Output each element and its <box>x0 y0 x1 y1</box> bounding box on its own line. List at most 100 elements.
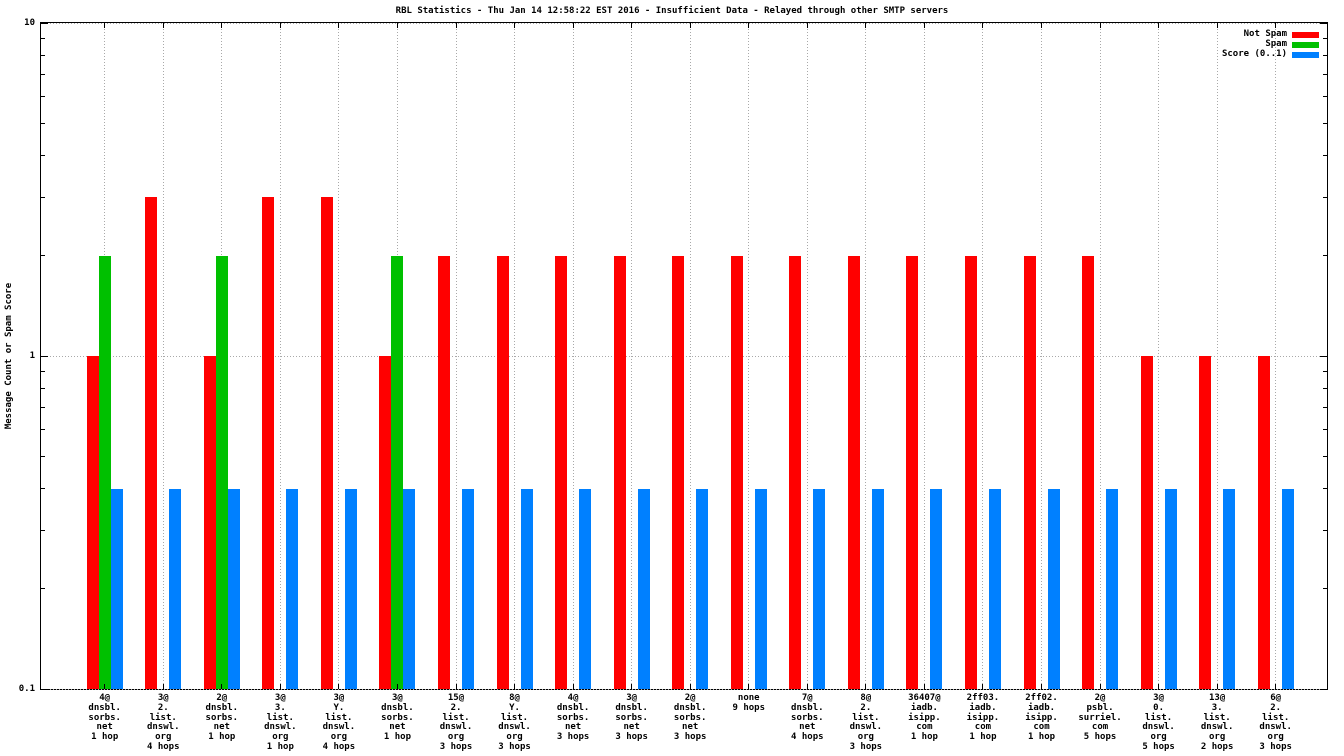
x-axis-tick <box>455 23 457 28</box>
x-category-label: 7@ dnsbl. sorbs. net 4 hops <box>778 693 836 743</box>
x-category-label-line: 3 hops <box>556 732 590 743</box>
x-category-label-line: 1 hop <box>969 732 997 743</box>
x-category-label-line: Y. <box>333 702 345 713</box>
legend-item: Spam <box>1265 40 1319 49</box>
bar-not-spam <box>964 255 977 689</box>
x-axis-tick <box>923 684 925 689</box>
y-axis-tick <box>41 155 45 156</box>
x-axis-tick <box>631 23 633 28</box>
x-axis-tick <box>279 23 281 28</box>
bar-not-spam <box>730 255 743 689</box>
x-category-label: 2@ dnsbl. sorbs. net 3 hops <box>661 693 719 743</box>
x-category-label-line: 1 hop <box>91 732 119 743</box>
x-category-label-line: 1 hop <box>266 741 294 752</box>
x-axis-tick <box>514 684 516 689</box>
x-category-label-line: 2ff02. <box>1025 693 1058 703</box>
x-category-label-line: sorbs. <box>381 712 414 723</box>
x-axis-tick <box>572 684 574 689</box>
x-category-label: 3@ dnsbl. sorbs. net 1 hop <box>368 693 426 743</box>
chart-title: RBL Statistics - Thu Jan 14 12:58:22 EST… <box>395 6 949 16</box>
x-category-label: 4@ dnsbl. sorbs. net 3 hops <box>544 693 602 743</box>
x-category-label-line: iadb. <box>1027 702 1056 713</box>
x-category-label-line: net <box>96 722 113 733</box>
x-category-label-line: 4 hops <box>322 741 356 752</box>
bar-not-spam <box>672 255 685 689</box>
x-category-label-line: list. <box>149 712 177 723</box>
x-category-label-line: com <box>1033 722 1050 733</box>
x-category-label-line: 4 hops <box>146 741 180 752</box>
bar-not-spam <box>496 255 509 689</box>
x-category-label: 3@ dnsbl. sorbs. net 3 hops <box>603 693 661 743</box>
bar-not-spam <box>555 255 568 689</box>
y-axis-tick <box>1323 255 1327 257</box>
x-category-label-line: dnswl. <box>1200 722 1234 733</box>
x-category-label: 3@ 2. list. dnswl. org 4 hops <box>134 693 192 753</box>
x-category-label: 2@ dnsbl. sorbs. net 1 hop <box>193 693 251 743</box>
plot-area <box>40 22 1328 690</box>
x-category-label-line: 15@ <box>447 693 465 703</box>
x-category-label-line: list. <box>325 712 353 723</box>
y-axis-tick <box>41 407 45 409</box>
x-category-label-line: 4@ <box>99 693 111 703</box>
y-axis-tick <box>1323 387 1327 389</box>
x-category-label-line: sorbs. <box>791 712 824 723</box>
y-axis-tick <box>1323 370 1327 372</box>
bar-not-spam <box>86 356 99 689</box>
x-category-label-line: sorbs. <box>205 712 239 723</box>
y-axis-tick <box>1323 455 1327 457</box>
x-axis-tick <box>1158 684 1160 689</box>
x-axis-tick <box>338 684 340 689</box>
y-axis-tick <box>41 529 45 531</box>
x-category-label-line: list. <box>1262 712 1290 723</box>
x-axis-tick <box>572 23 574 28</box>
x-category-label-line: com <box>1091 722 1109 733</box>
x-category-label: 2ff02. iadb. isipp. com 1 hop <box>1013 693 1071 743</box>
y-axis-tick <box>1323 96 1327 98</box>
y-tick-label: 1 <box>29 351 35 361</box>
x-category-label-line: org <box>330 732 348 743</box>
bar-score <box>696 488 709 689</box>
bar-not-spam <box>1082 255 1095 689</box>
x-category-label-line: 1 hop <box>1027 732 1056 743</box>
x-category-label-line: 1 hop <box>208 732 236 743</box>
y-axis-tick <box>41 455 45 457</box>
x-category-label-line: dnsbl. <box>556 702 590 713</box>
x-category-label-line: 9 hops <box>732 702 765 713</box>
x-category-label-line: 3 hops <box>849 741 883 752</box>
x-category-label: 36407@ iadb. isipp. com 1 hop <box>895 693 953 743</box>
x-axis-tick <box>221 23 223 28</box>
y-axis-tick <box>1323 488 1327 489</box>
x-category-label-line: 2. <box>450 702 462 713</box>
x-category-label-line: list. <box>442 712 470 723</box>
bar-not-spam <box>203 356 216 689</box>
y-axis-tick <box>1323 529 1327 531</box>
x-category-label-line: org <box>506 732 523 743</box>
y-tick-label: 0.1 <box>18 684 35 694</box>
x-category-label-line: 2@ <box>1094 693 1106 703</box>
x-axis-tick <box>104 684 106 689</box>
bar-score <box>462 488 474 689</box>
bar-score <box>988 488 1001 689</box>
legend-item: Not Spam <box>1244 30 1319 39</box>
x-category-label-line: 8@ <box>860 693 872 703</box>
x-category-label: 8@ 2. list. dnswl. org 3 hops <box>837 693 895 753</box>
y-axis-tick <box>41 355 48 357</box>
x-category-label-line: dnswl. <box>264 722 297 733</box>
y-axis-tick <box>1323 155 1327 156</box>
x-category-label: 2@ psbl. surriel. com 5 hops <box>1071 693 1129 743</box>
x-axis-tick <box>1041 684 1042 689</box>
x-category-label-line: org <box>447 732 465 743</box>
bar-score <box>227 488 240 689</box>
x-category-label-line: 1 hop <box>910 732 938 743</box>
x-category-label-line: dnsbl. <box>205 702 239 713</box>
y-axis-tick <box>41 255 45 257</box>
x-category-label: 8@ Y. list. dnswl. org 3 hops <box>486 693 544 753</box>
x-axis-tick <box>689 23 691 28</box>
x-axis-tick <box>396 23 398 28</box>
x-category-label-line: 4 hops <box>791 732 824 743</box>
x-category-label-line: net <box>682 722 699 733</box>
y-axis-tick <box>1323 588 1327 590</box>
legend-swatch <box>1292 31 1319 38</box>
x-axis-tick <box>806 23 808 28</box>
